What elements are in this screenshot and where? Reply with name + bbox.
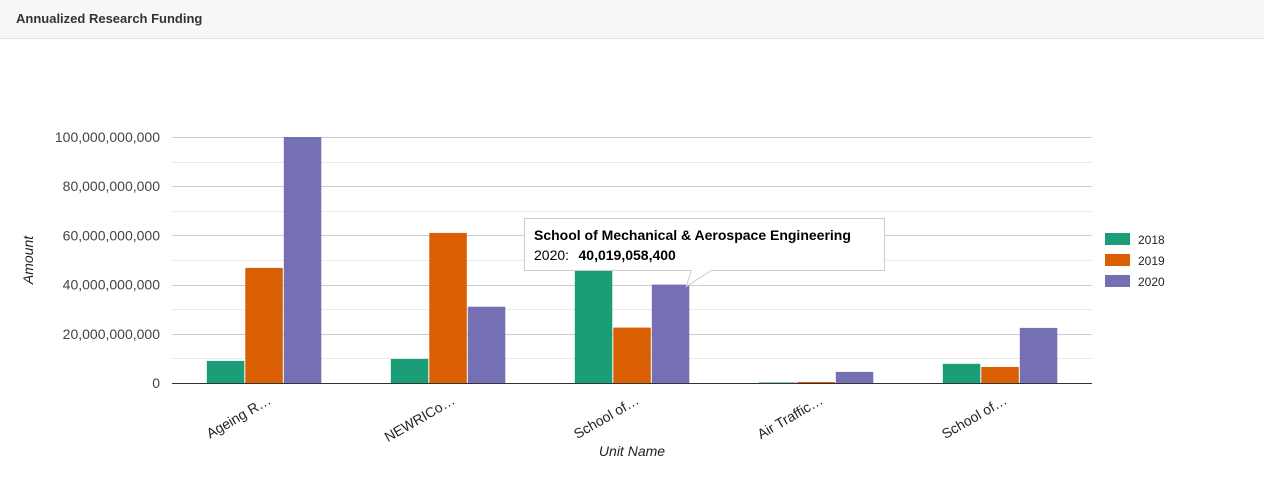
x-tick-label: Ageing R… bbox=[203, 392, 273, 442]
legend-label: 2019 bbox=[1138, 254, 1165, 268]
bar-2020-2[interactable] bbox=[651, 284, 690, 383]
panel-title: Annualized Research Funding bbox=[16, 11, 203, 26]
bar-2020-1[interactable] bbox=[467, 306, 506, 383]
legend-swatch bbox=[1105, 275, 1130, 287]
legend-swatch bbox=[1105, 233, 1130, 245]
tooltip-value-line: 2020: 40,019,058,400 bbox=[534, 247, 676, 264]
y-tick-label: 80,000,000,000 bbox=[63, 178, 161, 194]
bar-2018-2[interactable] bbox=[574, 269, 613, 383]
x-tick-label: Air Traffic… bbox=[754, 392, 825, 442]
x-tick-label: School of… bbox=[571, 392, 642, 442]
tooltip: School of Mechanical & Aerospace Enginee… bbox=[524, 218, 885, 288]
tooltip-title: School of Mechanical & Aerospace Enginee… bbox=[534, 227, 851, 243]
x-tick-label: School of… bbox=[939, 392, 1010, 442]
bar-2019-4[interactable] bbox=[981, 367, 1019, 383]
bar-2018-4[interactable] bbox=[942, 363, 981, 383]
bar-2019-0[interactable] bbox=[245, 267, 283, 383]
y-tick-label: 0 bbox=[152, 375, 160, 391]
bars bbox=[206, 137, 1058, 384]
bar-2020-4[interactable] bbox=[1019, 327, 1058, 383]
legend-label: 2018 bbox=[1138, 233, 1165, 247]
panel-header: Annualized Research Funding bbox=[0, 0, 1264, 39]
y-tick-label: 100,000,000,000 bbox=[55, 129, 160, 145]
y-axis-title: Amount bbox=[20, 235, 36, 285]
bar-2019-1[interactable] bbox=[429, 232, 467, 383]
bar-2019-2[interactable] bbox=[613, 327, 651, 383]
tooltip-box bbox=[524, 218, 885, 288]
bar-2020-3[interactable] bbox=[835, 371, 874, 383]
legend-item-2018[interactable]: 2018 bbox=[1105, 233, 1165, 247]
bar-2018-3[interactable] bbox=[758, 382, 797, 384]
bar-2020-0[interactable] bbox=[283, 137, 322, 383]
y-axis-ticks: 0 20,000,000,000 40,000,000,000 60,000,000,… bbox=[55, 129, 160, 391]
legend-item-2019[interactable]: 2019 bbox=[1105, 254, 1165, 268]
x-tick-label: NEWRICo… bbox=[381, 392, 457, 445]
bar-2019-3[interactable] bbox=[797, 382, 835, 383]
x-axis-title: Unit Name bbox=[599, 443, 665, 459]
x-axis-ticks: Ageing R… NEWRICo… School of… Air Traffic… S… bbox=[203, 392, 1009, 445]
y-tick-label: 40,000,000,000 bbox=[63, 277, 161, 293]
legend-item-2020[interactable]: 2020 bbox=[1105, 275, 1165, 289]
bar-2018-1[interactable] bbox=[390, 358, 429, 383]
y-tick-label: 60,000,000,000 bbox=[63, 227, 161, 243]
tooltip-series-label: 2020: bbox=[534, 247, 569, 263]
tooltip-value: 40,019,058,400 bbox=[579, 247, 677, 263]
legend: 2018 2019 2020 bbox=[1105, 233, 1165, 289]
legend-label: 2020 bbox=[1138, 275, 1165, 289]
y-tick-label: 20,000,000,000 bbox=[63, 326, 161, 342]
bar-2018-0[interactable] bbox=[206, 360, 245, 383]
legend-swatch bbox=[1105, 254, 1130, 266]
